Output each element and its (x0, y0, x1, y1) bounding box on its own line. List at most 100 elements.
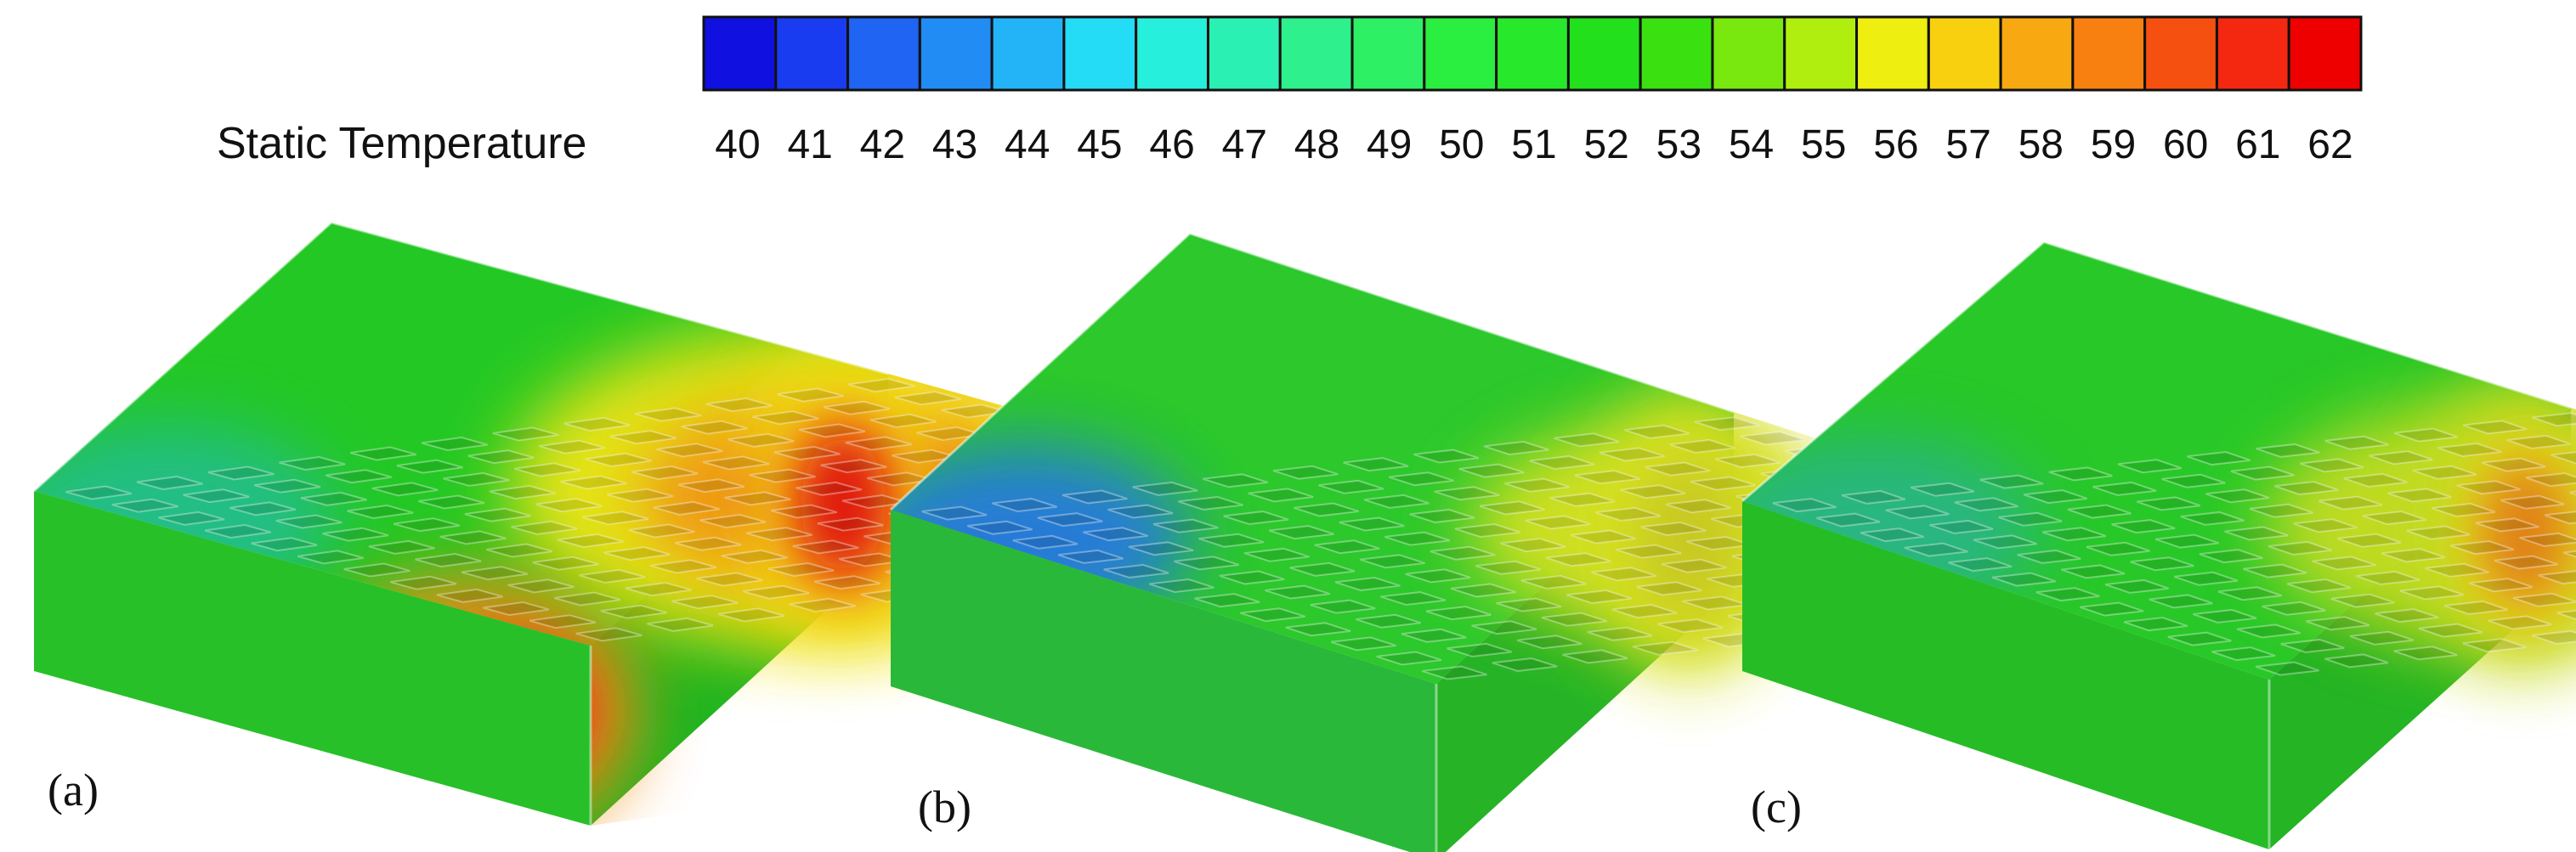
legend-tick-label: 58 (2018, 122, 2064, 167)
pit (631, 465, 699, 481)
pit (1948, 557, 2013, 573)
pit (2443, 600, 2508, 615)
pit (535, 498, 603, 513)
pit (820, 459, 887, 474)
pit (467, 449, 535, 465)
legend-swatch (1711, 15, 1786, 92)
pit (2111, 519, 2176, 534)
pit (1388, 471, 1454, 487)
legend-swatch (1927, 15, 2002, 92)
pit (2532, 412, 2576, 427)
pit (2512, 592, 2576, 607)
pit (554, 591, 621, 607)
pit (2456, 480, 2521, 495)
pit (1037, 512, 1103, 528)
pit (628, 523, 695, 539)
pit (483, 601, 550, 617)
pit (1620, 484, 1686, 499)
pit (1657, 618, 1723, 634)
pit (1529, 455, 1595, 471)
pit (724, 491, 791, 506)
pit (279, 456, 346, 471)
pit (1740, 431, 1806, 446)
pit (2387, 488, 2452, 503)
pit (1265, 584, 1330, 600)
pit (421, 437, 488, 452)
legend-swatch (1566, 15, 1642, 92)
pit (2531, 629, 2576, 645)
legend-tick-label: 50 (1439, 122, 1484, 167)
pit (2562, 550, 2576, 558)
pit (2412, 465, 2477, 480)
pit (2048, 466, 2113, 482)
pit (1314, 539, 1380, 555)
pit (1356, 613, 1421, 629)
pit (2393, 427, 2458, 443)
pit (625, 582, 692, 597)
pit (65, 485, 133, 500)
pit (2230, 465, 2295, 481)
pit (1198, 533, 1265, 548)
pit (2299, 458, 2364, 473)
pit (2211, 646, 2276, 662)
pit (563, 417, 631, 432)
pit (2224, 526, 2289, 541)
pit (771, 504, 838, 519)
pit (2437, 443, 2502, 458)
legend-swatch (1999, 15, 2075, 92)
pit (649, 559, 717, 574)
pit (699, 514, 767, 529)
pit (1545, 552, 1611, 567)
pit (681, 420, 748, 435)
pit (513, 462, 581, 477)
pit (1624, 424, 1690, 439)
pit (1454, 523, 1520, 539)
pit (2280, 638, 2345, 653)
pit (2187, 451, 2251, 466)
legend-tick-label: 48 (1294, 122, 1339, 167)
pit (2306, 616, 2370, 631)
pit (2086, 541, 2150, 556)
pit (183, 488, 250, 504)
legend-swatch (1639, 15, 1714, 92)
pit (439, 530, 507, 545)
legend-swatch (2071, 15, 2147, 92)
pit (2318, 495, 2383, 511)
pit (1479, 500, 1545, 516)
pit (2180, 511, 2245, 526)
pit (1268, 525, 1334, 540)
pit (585, 452, 652, 467)
pit (1587, 626, 1653, 641)
pit (1219, 570, 1285, 585)
legend-tick-label: 60 (2163, 122, 2208, 167)
pit (2149, 594, 2213, 609)
legend-swatch (1278, 15, 1354, 92)
pit (1107, 504, 1174, 519)
pit (1520, 574, 1587, 590)
pit (1694, 416, 1760, 432)
pit (1450, 583, 1516, 598)
pit (1998, 511, 2063, 527)
legend-swatch (774, 15, 850, 92)
pit (2343, 472, 2408, 488)
legend-swatch (2215, 15, 2290, 92)
pit (1645, 461, 1711, 477)
pit (992, 498, 1057, 513)
legend-tick-label: 47 (1222, 122, 1267, 167)
pit (2130, 556, 2194, 572)
pit (1425, 606, 1492, 621)
legend-title: Static Temperature (217, 119, 586, 168)
pit (1318, 479, 1384, 494)
pit (745, 527, 812, 542)
pit (2205, 488, 2270, 504)
pit (1174, 556, 1239, 571)
legend-swatch (702, 15, 778, 92)
pit (1591, 567, 1657, 582)
pit (1363, 494, 1430, 509)
pit (2469, 578, 2534, 593)
pit (600, 604, 667, 619)
pit (418, 494, 485, 510)
legend-tick-label: 46 (1149, 122, 1194, 167)
pit (2425, 562, 2489, 578)
pit (1496, 597, 1562, 612)
